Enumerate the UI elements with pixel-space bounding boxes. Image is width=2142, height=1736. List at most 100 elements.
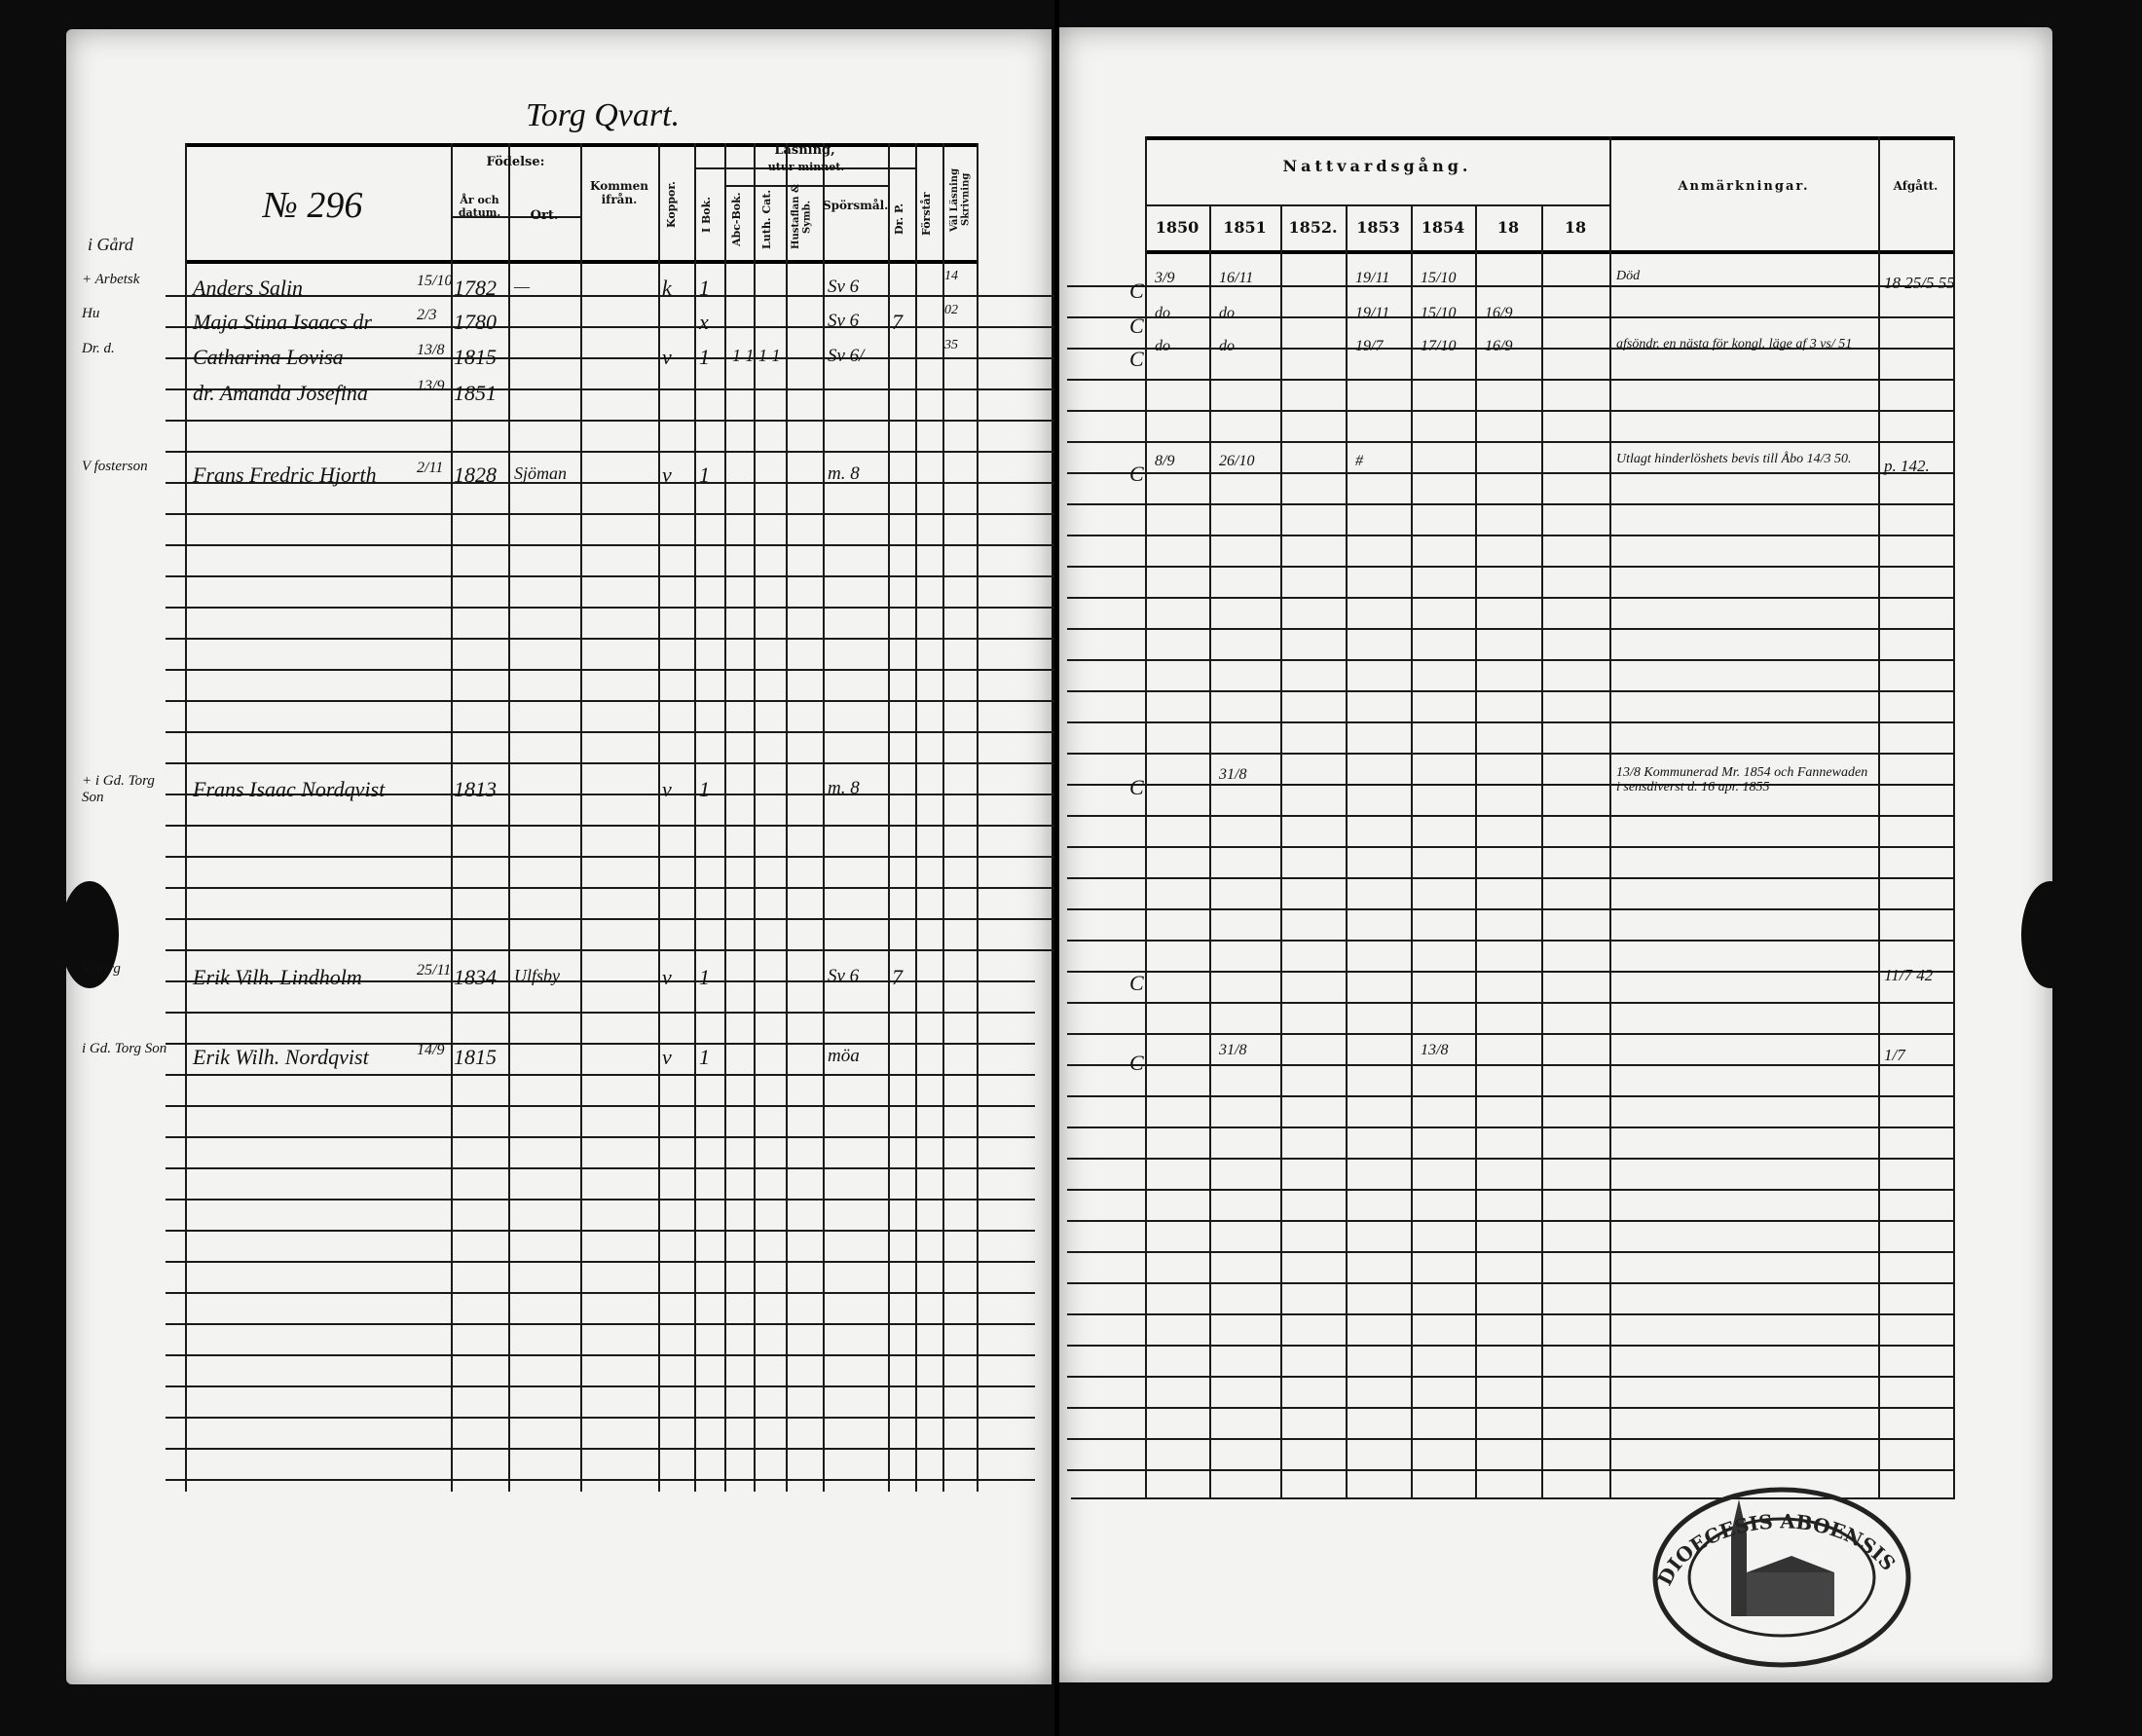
rule-line [166, 856, 1054, 858]
sporsmal-mark: Sv 6 [828, 966, 860, 986]
rule-line [754, 143, 756, 1492]
header-koppor: Koppor. [665, 181, 678, 228]
remark: afsöndr. en nästa för kongl. läge af 3 v… [1616, 337, 1853, 351]
rule-line [1067, 659, 1953, 661]
header-fodelse: Födelse: [486, 155, 545, 169]
birth-day-month: 13/8 [417, 342, 445, 358]
birth-year: 1813 [454, 777, 497, 801]
header-year: 1854 [1421, 218, 1465, 237]
header-lasning: Läsning, [774, 143, 835, 158]
communion-date: 19/7 [1355, 338, 1384, 354]
rule-line [166, 544, 1054, 546]
rule-line [1067, 1189, 1953, 1191]
margin-note: + i Gd. Torg Son [82, 773, 155, 805]
rule-line [166, 1043, 1035, 1045]
rule-line [658, 143, 660, 1492]
communion-date: 16/9 [1485, 305, 1513, 321]
header-kommen-ifran: Kommen ifrån. [590, 179, 648, 206]
margin-note: i Gd. Torg Son [82, 1041, 167, 1056]
sporsmal-mark: m. 8 [828, 778, 860, 798]
dr-p-mark: 7 [892, 310, 903, 334]
communion-date: 8/9 [1155, 453, 1175, 469]
communion-date: # [1355, 453, 1363, 469]
birth-day-month: 15/10 [417, 273, 453, 289]
rule-line [166, 1167, 1035, 1169]
rule-line [1067, 1438, 1953, 1440]
margin-note: + Arbetsk [82, 272, 140, 287]
rule-line [1067, 1127, 1953, 1128]
rule-line [724, 143, 726, 1492]
remark: 13/8 Kommunerad Mr. 1854 och Fannewaden … [1616, 765, 1868, 795]
remark: Utlagt hinderlöshets bevis till Åbo 14/3… [1616, 452, 1852, 466]
koppor-mark: v [662, 777, 672, 801]
rule-line [166, 482, 1054, 484]
rule-line [1067, 1033, 1953, 1035]
communion-mark: C [1129, 347, 1144, 371]
margin-note: i Gård [88, 235, 133, 254]
communion-date: do [1219, 338, 1235, 354]
rule-line [166, 575, 1054, 577]
dr-p-mark: 7 [892, 965, 903, 989]
birth-place: Sjöman [514, 463, 567, 483]
rule-line [1067, 1064, 1953, 1066]
rule-line [724, 185, 888, 187]
margin-note: V fosterson [82, 459, 148, 474]
header-val-lasning: Väl Läsning Skrivning [949, 167, 972, 232]
rule-line [823, 143, 825, 1492]
rule-line [1067, 1313, 1953, 1315]
rule-line [1067, 1345, 1953, 1347]
rule-line [1067, 348, 1953, 350]
rule-line [1067, 1220, 1953, 1222]
rule-line [166, 1385, 1035, 1387]
communion-mark: C [1129, 462, 1144, 486]
birth-day-month: 25/11 [417, 962, 452, 979]
koppor-mark: v [662, 345, 672, 369]
communion-date: do [1155, 305, 1170, 321]
birth-day-month: 2/11 [417, 460, 444, 476]
rule-line [166, 513, 1054, 515]
rule-line [166, 918, 1054, 920]
rule-line [1067, 503, 1953, 505]
rule-line [1145, 136, 1953, 140]
person-name: Frans Isaac Nordqvist [193, 777, 386, 801]
rule-line [1067, 846, 1953, 848]
header-ar-datum: År och datum. [458, 194, 501, 219]
rule-line [166, 1105, 1035, 1107]
person-name: dr. Amanda Josefina [193, 381, 368, 405]
sporsmal-mark: möa [828, 1046, 860, 1066]
afgatt-note: 1/7 [1884, 1046, 1905, 1064]
rule-line [1067, 628, 1953, 630]
rule-line [1145, 250, 1953, 254]
communion-date: 15/10 [1421, 305, 1457, 321]
rule-line [166, 451, 1054, 453]
communion-date: 19/11 [1355, 305, 1390, 321]
right-page [1059, 27, 2052, 1682]
header-nattvardsgang: Nattvardsgång. [1282, 157, 1472, 175]
header-year: 1853 [1356, 218, 1400, 237]
remark: Död [1616, 269, 1641, 283]
birth-year: 1815 [454, 1045, 497, 1069]
birth-year: 1834 [454, 965, 497, 989]
rule-line [166, 326, 1054, 328]
rule-line [786, 143, 788, 1492]
afgatt-note: p. 142. [1884, 457, 1930, 475]
birth-place: — [514, 277, 531, 296]
page-notch [60, 881, 119, 988]
rule-line [1067, 597, 1953, 599]
house-number: № 296 [263, 185, 363, 226]
koppor-mark: v [662, 462, 672, 487]
rule-line [1067, 316, 1953, 318]
rule-line [1067, 379, 1953, 381]
rule-line [1067, 784, 1953, 786]
birth-day-month: 2/3 [417, 307, 437, 323]
header-sporsmal: Spörsmål. [823, 199, 889, 212]
val-lasning-mark: 14 [944, 269, 958, 283]
birth-place: Ulfsby [514, 966, 560, 985]
book-gutter [1054, 0, 1059, 1736]
person-name: Erik Vilh. Lindholm [193, 965, 362, 989]
communion-date: 19/11 [1355, 270, 1390, 286]
rule-line [1209, 204, 1211, 1499]
rule-line [185, 143, 187, 1492]
birth-year: 1828 [454, 462, 497, 487]
rule-line [166, 1230, 1035, 1232]
